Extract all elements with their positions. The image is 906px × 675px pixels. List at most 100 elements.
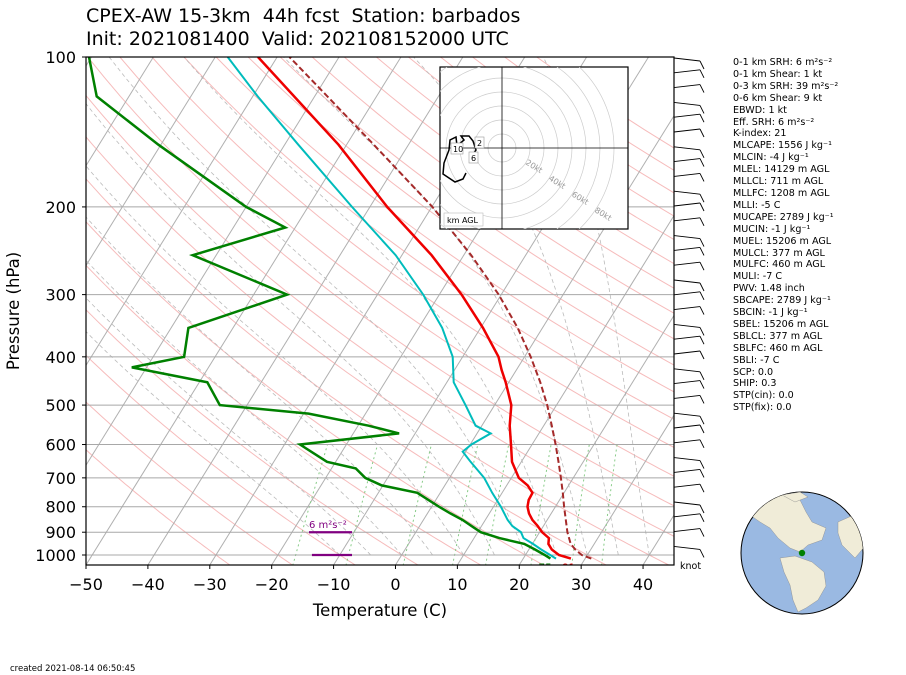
wind-barb xyxy=(673,394,701,399)
hodograph-height-label: 2 xyxy=(477,139,482,148)
wind-barb-flag xyxy=(699,335,705,345)
stat-line: SBEL: 15206 m AGL xyxy=(733,318,829,330)
dry-adiabat xyxy=(86,94,674,537)
stat-line: 0-1 km Shear: 1 kt xyxy=(733,68,823,80)
stat-line: MLEL: 14129 m AGL xyxy=(733,164,830,176)
mixing-ratio-line xyxy=(530,444,552,565)
moist-adiabat xyxy=(183,57,557,556)
wind-barb-flag xyxy=(699,113,705,123)
isotherm xyxy=(394,114,674,565)
dry-adiabat xyxy=(86,401,294,565)
mixing-ratio-line xyxy=(452,444,479,565)
x-tick-label: −10 xyxy=(317,575,351,594)
x-axis-label: Temperature (C) xyxy=(312,601,447,620)
stat-line: SBCIN: -1 J kg⁻¹ xyxy=(733,307,808,319)
wind-barb-flag xyxy=(699,528,705,537)
wind-barb xyxy=(673,306,701,311)
moist-adiabat xyxy=(86,165,464,556)
wind-barb xyxy=(673,202,701,207)
wind-barb xyxy=(673,101,701,106)
south-america xyxy=(779,555,827,613)
hodograph-height-box xyxy=(468,151,479,164)
wind-barb xyxy=(673,545,701,550)
wind-barb xyxy=(673,424,701,429)
isotherm xyxy=(518,314,674,565)
temperature-profile xyxy=(257,57,572,560)
dry-adiabat xyxy=(311,57,674,314)
y-tick-label: 900 xyxy=(45,523,76,542)
hodograph-height-box xyxy=(450,142,464,155)
wind-barb-flag xyxy=(699,261,705,271)
moist-adiabat xyxy=(86,216,433,556)
y-axis-label: Pressure (hPa) xyxy=(4,252,23,370)
wind-barb-flag xyxy=(699,128,705,138)
chart-subtitle: Init: 2021081400 Valid: 2021081520​00 UT… xyxy=(86,28,509,50)
wind-barb xyxy=(673,323,701,328)
stat-line: 0-3 km SRH: 39 m²s⁻² xyxy=(733,80,839,92)
wind-barb xyxy=(673,84,701,89)
wind-unit-label: knot xyxy=(680,561,701,572)
mixing-ratio-line xyxy=(601,444,618,565)
stat-line: MLCAPE: 1556 J kg⁻¹ xyxy=(733,140,832,152)
wind-barbs: knot xyxy=(673,57,705,572)
isotherm xyxy=(147,57,464,565)
mixing-ratio-line xyxy=(345,444,379,565)
parcel-profile xyxy=(288,57,592,560)
created-timestamp: created 2021-08-14 06:50:45 xyxy=(10,664,136,674)
dry-adiabat xyxy=(376,57,674,265)
stat-line: SCP: 0.0 xyxy=(733,366,774,378)
chart-title: CPEX-AW 15-3km 44h fcst Station: barbado… xyxy=(86,5,521,27)
mixing-ratio-line xyxy=(292,444,328,565)
dry-adiabat xyxy=(247,57,674,366)
hodograph-height-box xyxy=(474,136,485,149)
stat-line: STP(cin): 0.0 xyxy=(733,390,794,402)
y-tick-label: 100 xyxy=(45,48,76,67)
y-tick-label: 600 xyxy=(45,436,76,455)
wind-barb xyxy=(673,190,701,195)
x-tick-label: −20 xyxy=(255,575,289,594)
x-tick-label: 0 xyxy=(390,575,400,594)
isotherm xyxy=(86,57,216,267)
dry-adiabat xyxy=(183,57,674,420)
stat-line: SBLI: -7 C xyxy=(733,354,780,366)
wind-barb-flag xyxy=(699,424,705,434)
wetbulb-profile xyxy=(226,57,557,560)
isotherm xyxy=(86,57,340,467)
stat-line: MULCL: 377 m AGL xyxy=(733,247,825,259)
location-globe xyxy=(740,491,864,615)
moist-adiabat xyxy=(86,103,495,556)
stat-line: Eff. SRH: 6 m²s⁻² xyxy=(733,116,815,128)
wind-barb xyxy=(673,291,701,296)
hodograph-trace xyxy=(442,135,477,183)
stat-line: MULI: -7 C xyxy=(733,271,783,283)
wind-barb-flag xyxy=(699,158,705,167)
wind-barb xyxy=(673,69,701,74)
dry-adiabat xyxy=(86,264,482,565)
wind-barb xyxy=(673,483,701,488)
moist-adiabat xyxy=(86,331,341,556)
wind-barb xyxy=(673,501,701,506)
mixing-ratio-line xyxy=(571,444,590,565)
wind-barb xyxy=(673,217,701,222)
wind-barb-flag xyxy=(699,395,705,404)
dry-adiabat xyxy=(151,57,674,449)
moist-adiabat xyxy=(413,57,619,556)
wind-barb xyxy=(673,335,701,340)
stat-line: EBWD: 1 kt xyxy=(733,104,787,116)
stat-line: 0-1 km SRH: 6 m²s⁻² xyxy=(733,57,833,68)
plot-frame xyxy=(85,56,675,566)
wind-barb-flag xyxy=(699,173,705,182)
wind-barb xyxy=(673,261,701,266)
greenland xyxy=(781,492,809,503)
y-tick-label: 300 xyxy=(45,286,76,305)
wind-barb xyxy=(673,172,701,177)
wind-barb xyxy=(673,113,701,118)
wind-barb xyxy=(673,528,701,533)
hodograph-height-label: 10 xyxy=(453,145,463,154)
wind-barb-flag xyxy=(699,105,705,114)
isotherm xyxy=(86,57,402,565)
wind-barb-flag xyxy=(699,149,705,159)
stat-line: MLLI: -5 C xyxy=(733,199,781,211)
y-tick-label: 200 xyxy=(45,198,76,217)
stat-line: SBCAPE: 2789 J kg⁻¹ xyxy=(733,295,831,307)
